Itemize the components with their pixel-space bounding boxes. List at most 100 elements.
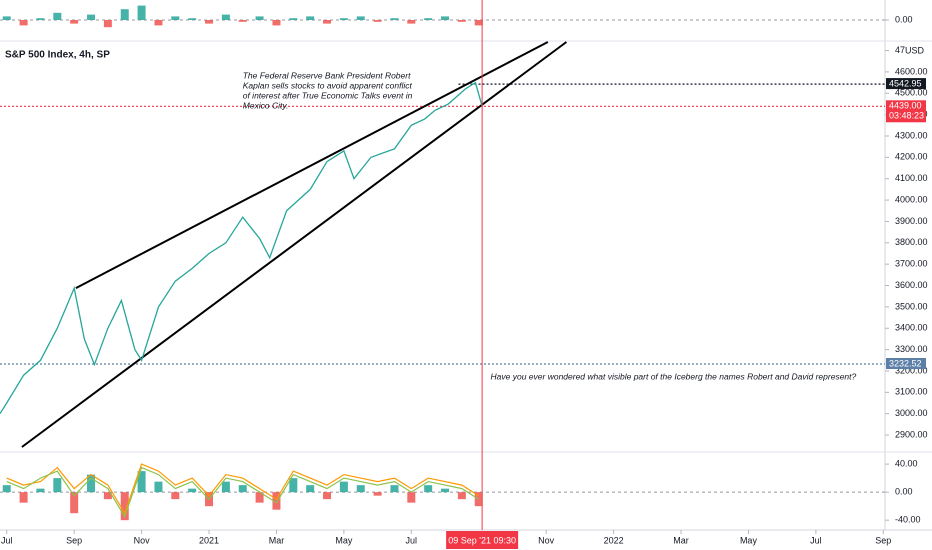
- histogram-bar: [171, 492, 180, 500]
- histogram-bar: [53, 478, 62, 493]
- histogram-bar: [356, 16, 365, 20]
- y-tick-label: -40.00: [895, 515, 921, 525]
- histogram-bar: [171, 16, 180, 20]
- annotation: Mexico City.: [243, 100, 289, 110]
- y-tick-label: 3700.00: [895, 259, 928, 269]
- oscillator-line: [6, 463, 480, 515]
- histogram-bar: [272, 492, 281, 510]
- histogram-bar: [474, 20, 483, 26]
- chart-title: S&P 500 Index, 4h, SP: [5, 50, 110, 61]
- histogram-bar: [120, 492, 129, 521]
- y-tick-label: 4600.00: [895, 66, 928, 76]
- histogram-bar: [36, 18, 45, 20]
- x-tick-label: May: [335, 535, 353, 545]
- histogram-bar: [36, 488, 45, 493]
- histogram-bar: [339, 481, 348, 493]
- y-tick-label: 4300.00: [895, 130, 928, 140]
- price-label: 3232.52: [889, 358, 922, 368]
- histogram-bar: [390, 18, 399, 20]
- histogram-bar: [306, 16, 315, 20]
- histogram-bar: [457, 492, 466, 500]
- histogram-bar: [373, 20, 382, 22]
- y-tick-label: 3300.00: [895, 344, 928, 354]
- x-tick-label: Sep: [66, 535, 82, 545]
- y-tick-label: 3500.00: [895, 301, 928, 311]
- histogram-bar: [339, 18, 348, 20]
- histogram-bar: [137, 471, 146, 493]
- histogram-bar: [87, 474, 96, 493]
- price-label-box: [886, 358, 926, 370]
- y-tick-label: 3100.00: [895, 387, 928, 397]
- histogram-bar: [441, 16, 450, 20]
- histogram-bar: [238, 485, 247, 493]
- histogram-bar: [474, 492, 483, 507]
- histogram-bar: [103, 20, 112, 28]
- x-tick-label: May: [740, 535, 758, 545]
- x-tick-label: Mar: [673, 535, 689, 545]
- histogram-bar: [188, 488, 197, 493]
- histogram-bar: [205, 20, 214, 24]
- histogram-bar: [306, 485, 315, 493]
- histogram-bar: [407, 20, 416, 24]
- histogram-bar: [154, 481, 163, 493]
- x-tick-label: 2021: [199, 535, 219, 545]
- x-tick-label: Mar: [269, 535, 285, 545]
- oscillator-line: [6, 466, 480, 519]
- trendline: [75, 41, 549, 289]
- y-tick-label: 4500.00: [895, 88, 928, 98]
- price-label-box: [886, 100, 926, 123]
- histogram-bar: [390, 485, 399, 493]
- histogram-bar: [70, 20, 79, 24]
- price-label: 4439.00: [889, 101, 922, 111]
- crosshair-label: 09 Sep '21 09:30: [448, 535, 516, 545]
- y-tick-label: 3200.00: [895, 365, 928, 375]
- y-tick-label: 4000.00: [895, 194, 928, 204]
- y-tick-label: 3900.00: [895, 216, 928, 226]
- histogram-bar: [103, 492, 112, 500]
- histogram-bar: [373, 492, 382, 496]
- histogram-bar: [289, 18, 298, 20]
- x-tick-label: Sep: [875, 535, 891, 545]
- annotation: Kaplan sells stocks to avoid apparent co…: [243, 80, 413, 90]
- histogram-bar: [221, 14, 230, 20]
- y-tick-label: 0.00: [895, 14, 913, 24]
- price-label: 4542.95: [889, 78, 922, 88]
- y-tick-label: 3000.00: [895, 408, 928, 418]
- y-tick-label: 4200.00: [895, 152, 928, 162]
- annotation: Have you ever wondered what visible part…: [491, 372, 857, 382]
- y-tick-label: 3600.00: [895, 280, 928, 290]
- histogram-bar: [323, 492, 332, 500]
- y-tick-label: 40.00: [895, 458, 918, 468]
- x-tick-label: Nov: [134, 535, 151, 545]
- histogram-bar: [2, 16, 11, 20]
- histogram-bar: [255, 492, 264, 503]
- histogram-bar: [137, 5, 146, 20]
- histogram-bar: [424, 485, 433, 493]
- price-label-box: [886, 78, 926, 90]
- histogram-bar: [154, 20, 163, 26]
- crosshair-label-box: [446, 531, 519, 549]
- histogram-bar: [120, 9, 129, 20]
- histogram-bar: [457, 20, 466, 22]
- histogram-bar: [221, 481, 230, 493]
- y-tick-label: 3400.00: [895, 323, 928, 333]
- histogram-bar: [2, 485, 11, 493]
- y-tick-label: 47: [895, 45, 905, 55]
- trendline: [21, 41, 567, 448]
- histogram-bar: [424, 18, 433, 20]
- histogram-bar: [19, 492, 28, 503]
- histogram-bar: [441, 488, 450, 493]
- histogram-bar: [19, 20, 28, 26]
- histogram-bar: [289, 478, 298, 493]
- annotation: of interest after True Economic Talks ev…: [243, 90, 413, 100]
- x-tick-label: Jul: [406, 535, 418, 545]
- histogram-bar: [407, 492, 416, 503]
- histogram-bar: [323, 20, 332, 24]
- histogram-bar: [53, 12, 62, 20]
- annotation: The Federal Reserve Bank President Rober…: [243, 70, 411, 80]
- x-tick-label: 2022: [604, 535, 624, 545]
- y-tick-label: 4100.00: [895, 173, 928, 183]
- x-tick-label: Jul: [1, 535, 13, 545]
